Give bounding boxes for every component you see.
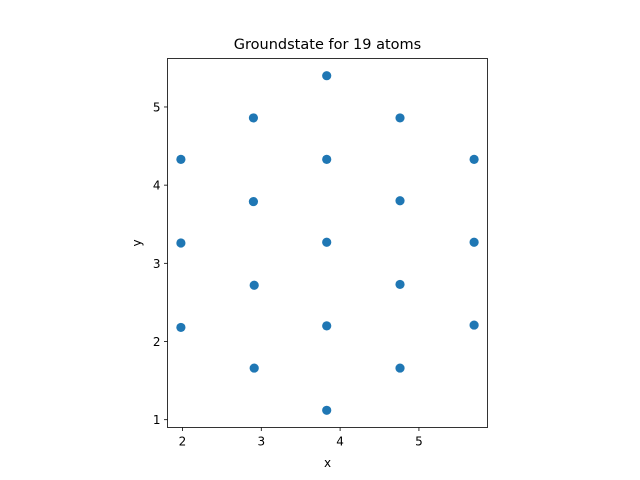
- data-point-7: [248, 196, 259, 207]
- y-tick-label-1: 1: [153, 413, 161, 427]
- data-point-2: [248, 113, 259, 123]
- x-tick-label-2: 2: [179, 435, 187, 449]
- data-point-15: [322, 321, 332, 331]
- data-point-9: [176, 238, 186, 248]
- data-point-19: [322, 405, 332, 415]
- x-axis-ticks: 2 3 4 5: [179, 427, 423, 449]
- plot-frame: [167, 58, 488, 428]
- data-point-18: [395, 363, 405, 373]
- data-point-5: [322, 154, 332, 164]
- data-point-17: [249, 363, 259, 373]
- y-tick-label-3: 3: [153, 257, 161, 271]
- x-tick-label-5: 5: [415, 435, 423, 449]
- y-tick-label-2: 2: [153, 335, 161, 349]
- x-tick-label-4: 4: [336, 435, 344, 449]
- data-point-3: [395, 113, 405, 123]
- data-point-12: [249, 280, 259, 290]
- data-point-8: [395, 196, 405, 206]
- y-axis-ticks: 1 2 3 4 5: [153, 100, 168, 427]
- y-tick-label-5: 5: [153, 100, 161, 114]
- data-point-13: [395, 279, 405, 290]
- data-point-14: [176, 322, 186, 333]
- data-point-6: [469, 154, 479, 164]
- data-point-10: [322, 237, 332, 247]
- chart-title: Groundstate for 19 atoms: [234, 37, 421, 53]
- data-point-16: [469, 320, 479, 330]
- x-tick-label-3: 3: [257, 435, 265, 449]
- data-point-1: [322, 71, 332, 81]
- x-axis-label: x: [324, 456, 331, 470]
- data-point-11: [469, 237, 479, 247]
- data-point-4: [176, 154, 186, 164]
- y-axis-label: y: [130, 239, 144, 246]
- data-points: [176, 71, 479, 415]
- y-tick-label-4: 4: [153, 179, 161, 193]
